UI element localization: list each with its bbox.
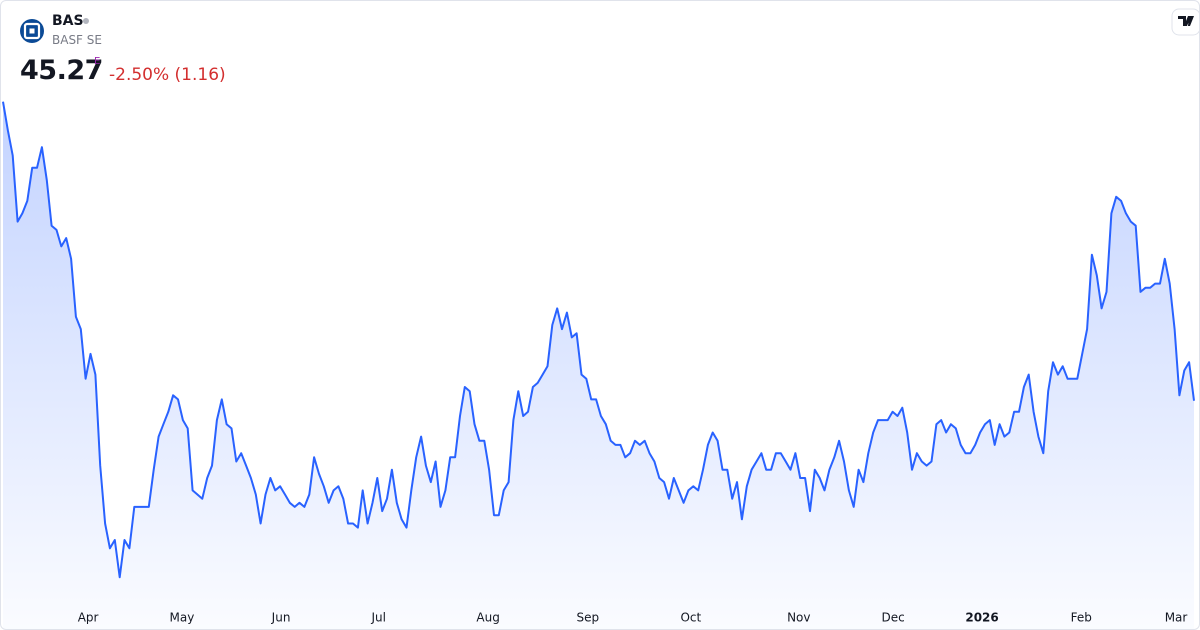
x-tick-label: 2026 <box>965 611 998 625</box>
price: 45.27 <box>20 55 103 86</box>
symbol[interactable]: BAS <box>52 13 84 29</box>
x-tick-label: Dec <box>881 611 904 625</box>
x-tick-label: Jun <box>271 611 291 625</box>
price-line <box>2 101 1195 579</box>
x-tick-label: Aug <box>476 611 499 625</box>
price-change: -2.50% (1.16) <box>109 65 226 85</box>
x-tick-label: Nov <box>787 611 810 625</box>
status-dot <box>83 18 89 24</box>
company-name: BASF SE <box>52 33 102 47</box>
x-tick-label: Oct <box>680 611 701 625</box>
logo-mark <box>23 22 41 40</box>
x-tick-label: Mar <box>1165 611 1188 625</box>
x-tick-label: May <box>169 611 194 625</box>
x-tick-label: Jul <box>371 611 386 625</box>
x-tick-label: Feb <box>1071 611 1092 625</box>
tv-glyph <box>1178 16 1194 26</box>
x-tick-label: Sep <box>576 611 599 625</box>
price-flag: E <box>94 56 101 67</box>
area-fill <box>3 101 1194 629</box>
x-tick-label: Apr <box>78 611 99 625</box>
logo-mark <box>29 28 35 34</box>
